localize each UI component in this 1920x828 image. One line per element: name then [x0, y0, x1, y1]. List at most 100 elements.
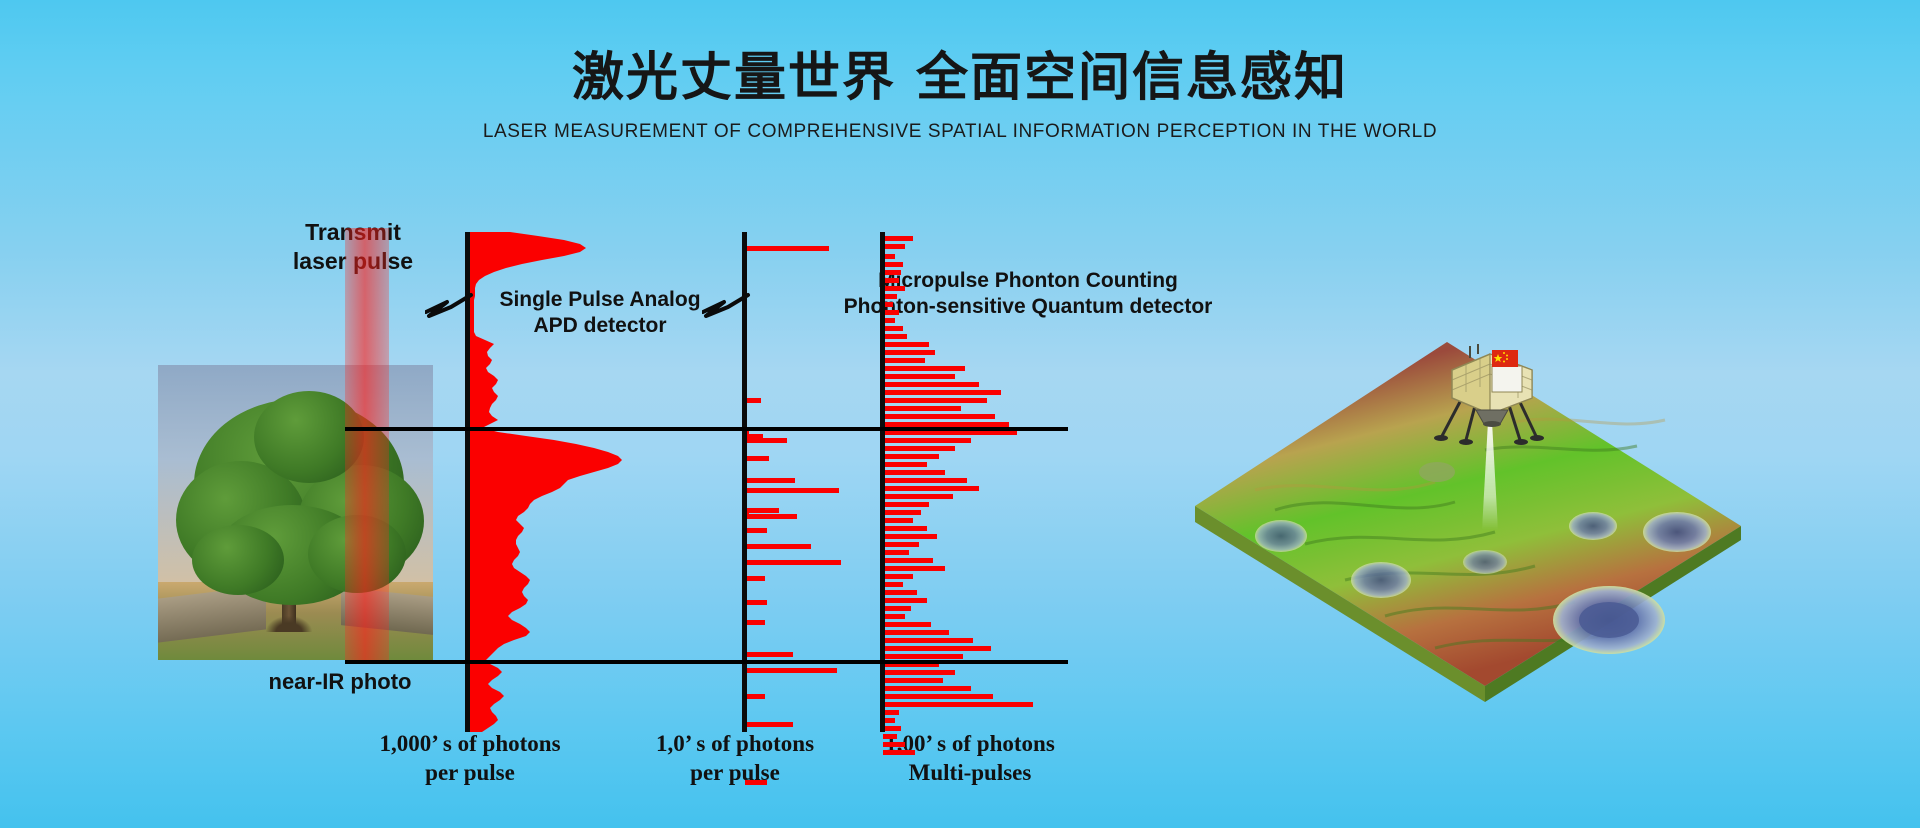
bar [883, 244, 905, 249]
bar [883, 678, 943, 683]
bar [883, 518, 913, 523]
bar [883, 302, 893, 307]
page-subtitle: LASER MEASUREMENT OF COMPREHENSIVE SPATI… [482, 121, 1438, 143]
bar [883, 294, 897, 299]
bar [745, 438, 787, 443]
bar [883, 638, 973, 643]
bar [745, 246, 829, 251]
waveform-single-pulse-analog [468, 232, 668, 732]
bar [883, 606, 911, 611]
bar [883, 334, 907, 339]
bar [883, 502, 929, 507]
bar [883, 734, 897, 739]
bar [883, 462, 927, 467]
bar [745, 514, 797, 519]
bar [883, 270, 901, 275]
bar [883, 542, 919, 547]
bar [883, 286, 905, 291]
bar [883, 726, 901, 731]
bar [883, 534, 937, 539]
bar [745, 456, 769, 461]
bar [883, 358, 925, 363]
bar [883, 382, 979, 387]
bar [883, 598, 927, 603]
bar [883, 454, 939, 459]
bar [883, 494, 953, 499]
canopy-reference-line [345, 427, 1068, 431]
page-header: 激光丈量世界 全面空间信息感知 LASER MEASUREMENT OF COM… [0, 0, 1920, 143]
bar [883, 670, 955, 675]
bar [745, 488, 839, 493]
bar [883, 342, 929, 347]
bar [745, 544, 811, 549]
bar [883, 622, 931, 627]
bar [883, 558, 933, 563]
bar [745, 620, 765, 625]
bar [883, 254, 895, 259]
bar [883, 590, 917, 595]
barplot-low-rate-photon-counting [745, 232, 925, 785]
bar [883, 662, 939, 667]
bar [745, 478, 795, 483]
axis-micropulse [880, 232, 885, 732]
bar [883, 398, 987, 403]
axis-break-zigzag-icon [425, 288, 483, 332]
axis-break-zigzag-icon [702, 288, 760, 332]
axis-single-pulse [465, 232, 470, 732]
label-near-ir-photo: near-IR photo [268, 669, 412, 694]
bar [883, 278, 899, 283]
ground-reference-line [345, 660, 1068, 664]
page-title: 激光丈量世界 全面空间信息感知 [571, 48, 1349, 108]
bar [745, 576, 765, 581]
bar [883, 390, 1001, 395]
bar [883, 430, 1017, 435]
barplot-micropulse-photon-counting [883, 232, 1113, 755]
bar [883, 574, 913, 579]
bar [883, 350, 935, 355]
bar [883, 710, 899, 715]
bar [883, 718, 895, 723]
bar [883, 326, 903, 331]
bar [883, 582, 903, 587]
bar [745, 780, 767, 785]
label-micropulse-photon-counting: Micropulse Phonton Counting Phonton-sens… [843, 269, 1213, 319]
bar [883, 236, 913, 241]
bar [883, 646, 991, 651]
bar [883, 510, 921, 515]
bar [745, 694, 765, 699]
china-flag-icon [1492, 350, 1518, 367]
bar [883, 630, 949, 635]
bar [883, 702, 1033, 707]
bar [745, 560, 841, 565]
bar [745, 652, 793, 657]
bar [883, 614, 905, 619]
bar [883, 742, 905, 747]
axis-low-rate [742, 232, 747, 732]
caption-photons-multi-pulses: 1,00’ s of photons Multi-pulses [885, 731, 1055, 785]
bar [883, 406, 961, 411]
bar [883, 470, 945, 475]
bar [883, 750, 915, 755]
caption-photons-per-pulse-1: 1,000’ s of photons per pulse [379, 731, 561, 785]
bar [745, 510, 749, 515]
bar [883, 262, 903, 267]
bar [883, 566, 945, 571]
bar [883, 478, 967, 483]
bar [883, 446, 955, 451]
bar [883, 550, 909, 555]
bar [883, 694, 993, 699]
bar [745, 722, 793, 727]
bar [883, 310, 899, 315]
label-single-pulse-analog-apd: Single Pulse Analog APD detector [499, 288, 701, 338]
lunar-lander-icon [1432, 340, 1552, 460]
caption-photons-per-pulse-2: 1,0’ s of photons per pulse [655, 731, 815, 785]
bar [883, 318, 895, 323]
near-ir-photo-image [158, 365, 433, 660]
bar [883, 486, 979, 491]
bar [883, 438, 971, 443]
bar [883, 686, 971, 691]
bar [745, 528, 767, 533]
bar [883, 422, 1009, 427]
bar [745, 600, 767, 605]
